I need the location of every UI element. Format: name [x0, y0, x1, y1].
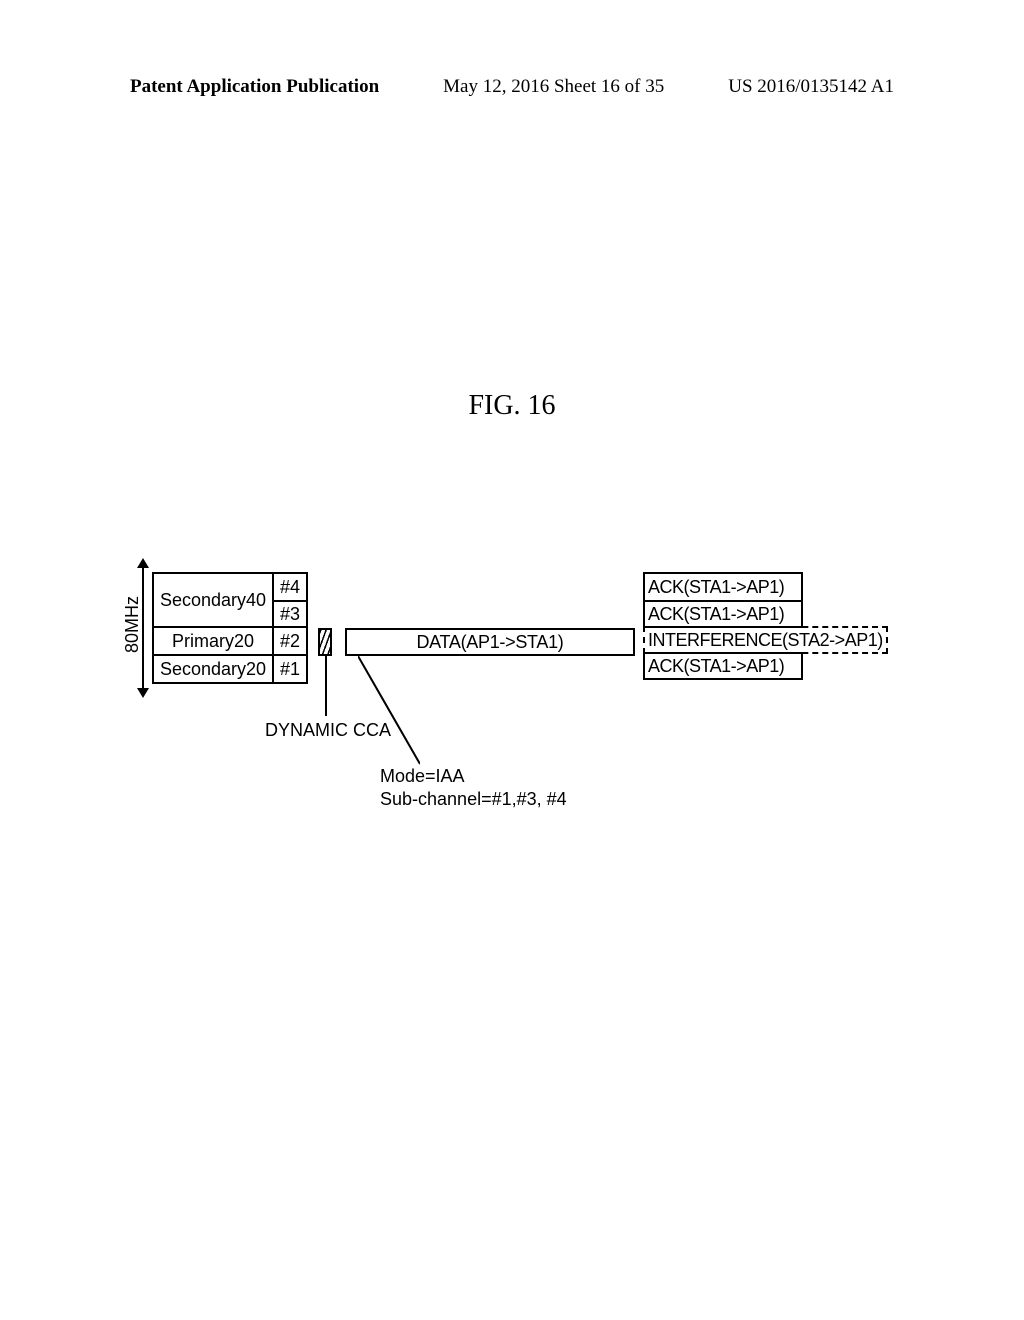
channel-name: Secondary20 — [152, 656, 274, 684]
cca-leader-line — [325, 656, 327, 716]
dynamic-cca-block — [318, 628, 332, 656]
timing-diagram: 80MHz Secondary40 #4 #3 Primary20 #2 Sec… — [120, 572, 910, 872]
ack-box-ch1: ACK(STA1->AP1) — [643, 652, 803, 680]
ack-box-ch4: ACK(STA1->AP1) — [643, 572, 803, 600]
channel-number-3: #3 — [274, 600, 308, 628]
channel-name: Primary20 — [152, 628, 274, 656]
hatch-pattern-icon — [320, 630, 330, 654]
ack-box-ch3: ACK(STA1->AP1) — [643, 600, 803, 628]
header-center: May 12, 2016 Sheet 16 of 35 — [443, 76, 664, 98]
figure-label: FIG. 16 — [0, 390, 1024, 422]
mode-line-2: Sub-channel=#1,#3, #4 — [380, 788, 567, 811]
channel-name: Secondary40 — [152, 572, 274, 628]
mode-line-1: Mode=IAA — [380, 765, 567, 788]
page-header: Patent Application Publication May 12, 2… — [0, 76, 1024, 98]
header-right: US 2016/0135142 A1 — [728, 76, 894, 98]
channel-number-2: #2 — [274, 628, 308, 656]
interference-box-ch2: INTERFERENCE(STA2->AP1) — [643, 626, 888, 654]
data-leader-line-icon — [358, 656, 420, 768]
channel-row-primary20: Primary20 #2 — [152, 628, 308, 656]
channel-row-secondary20: Secondary20 #1 — [152, 656, 308, 684]
channel-row-secondary40: Secondary40 #4 #3 — [152, 572, 308, 628]
y-axis-arrow-down-icon — [137, 688, 149, 698]
mode-annotation: Mode=IAA Sub-channel=#1,#3, #4 — [380, 765, 567, 812]
header-left: Patent Application Publication — [130, 76, 379, 98]
y-axis-label: 80MHz — [122, 596, 143, 653]
channel-number-4: #4 — [274, 572, 308, 600]
channel-number-1: #1 — [274, 656, 308, 684]
channel-labels: Secondary40 #4 #3 Primary20 #2 Secondary… — [152, 572, 308, 684]
response-frames: ACK(STA1->AP1) ACK(STA1->AP1) INTERFEREN… — [643, 572, 888, 680]
ack-stack-ch3-4: ACK(STA1->AP1) ACK(STA1->AP1) — [643, 572, 888, 628]
data-frame-box: DATA(AP1->STA1) — [345, 628, 635, 656]
